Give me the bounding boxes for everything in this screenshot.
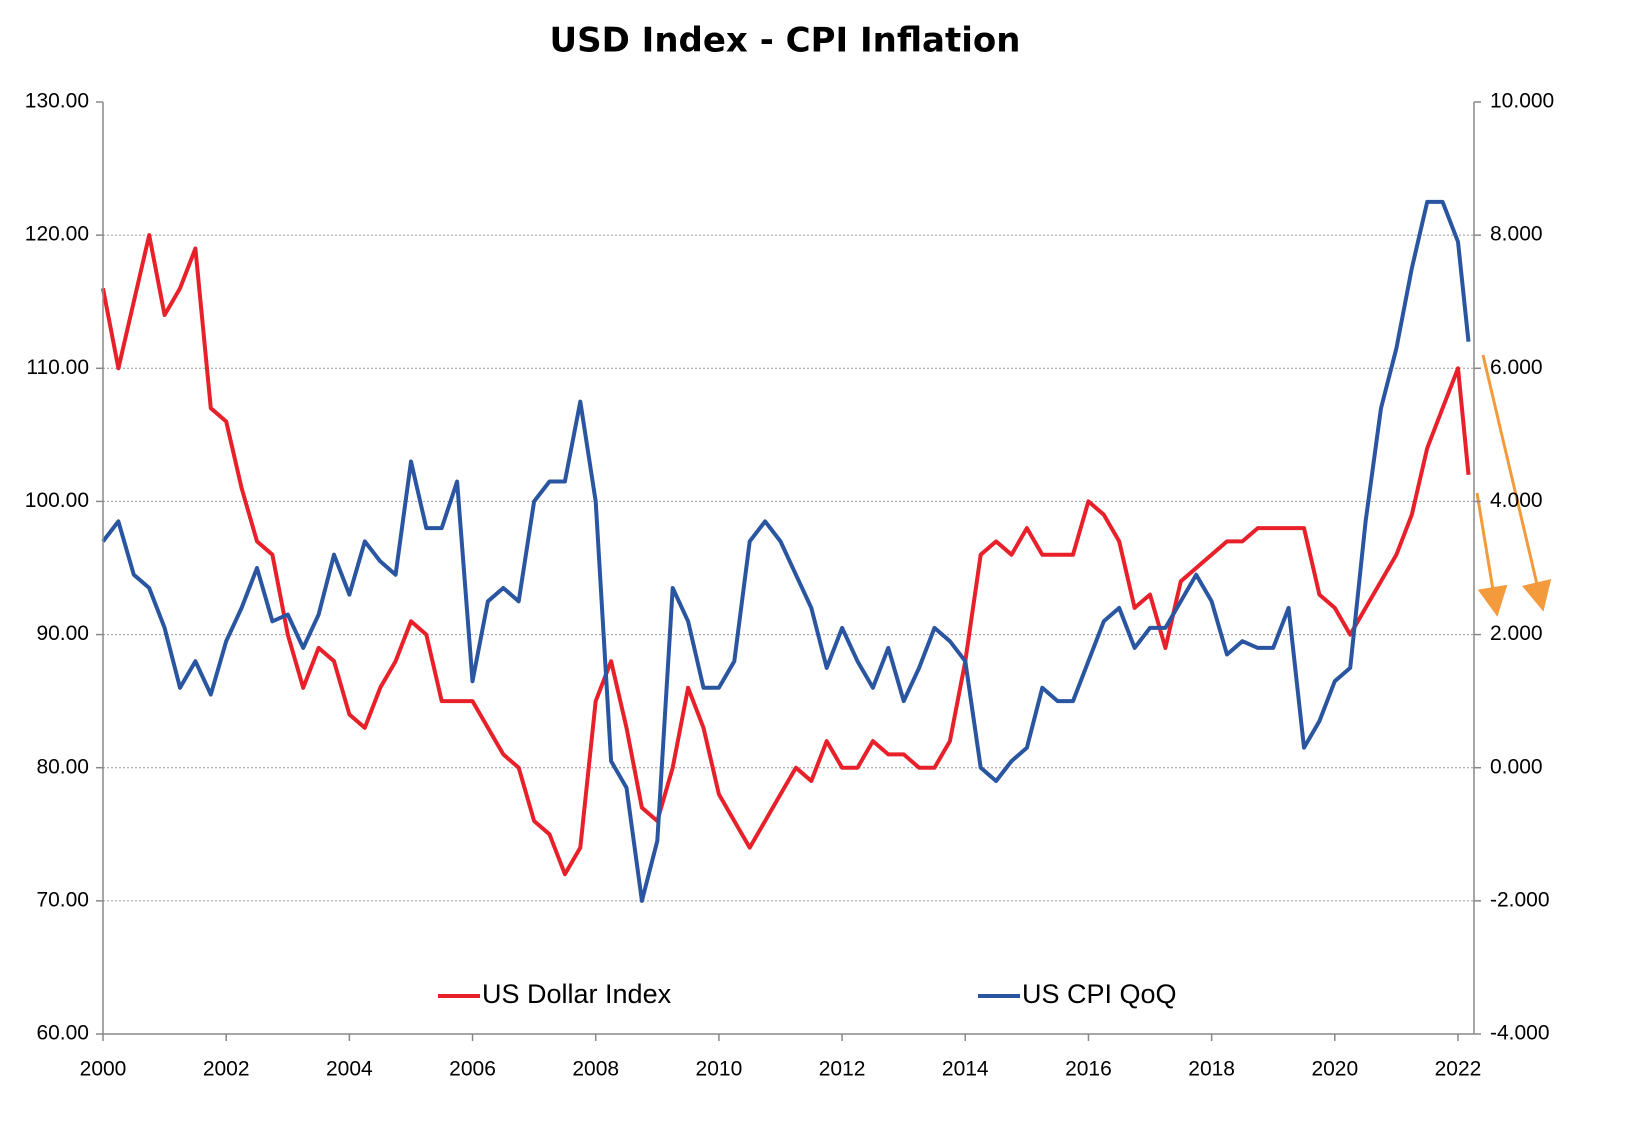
y-tick-label: 130.00: [25, 90, 89, 113]
y2-tick-label: -2.000: [1490, 888, 1550, 911]
y2-tick-label: -4.000: [1490, 1022, 1550, 1045]
legend-label: US CPI QoQ: [1022, 979, 1177, 1009]
y2-tick-label: 10.000: [1490, 90, 1554, 113]
legend-label: US Dollar Index: [482, 979, 672, 1009]
grid: [103, 234, 1474, 902]
x-tick-label: 2000: [80, 1058, 127, 1081]
y2-tick-label: 0.000: [1490, 755, 1543, 778]
y-tick-label: 70.00: [36, 888, 89, 911]
x-tick-label: 2008: [572, 1058, 619, 1081]
series-line: [101, 233, 1471, 877]
x-tick-label: 2012: [819, 1058, 866, 1081]
chart-title: USD Index - CPI Inflation: [550, 21, 1021, 61]
x-tick-label: 2022: [1435, 1058, 1482, 1081]
x-tick-label: 2014: [942, 1058, 989, 1081]
x-tick-label: 2006: [449, 1058, 496, 1081]
x-tick-label: 2004: [326, 1058, 373, 1081]
annotation-arrow: [1475, 492, 1508, 617]
y2-tick-label: 6.000: [1490, 356, 1543, 379]
y2-tick-label: 2.000: [1490, 622, 1543, 645]
x-tick-label: 2010: [696, 1058, 743, 1081]
y-tick-label: 90.00: [36, 622, 89, 645]
y-tick-label: 110.00: [26, 356, 89, 379]
y-tick-label: 60.00: [36, 1022, 89, 1045]
x-tick-label: 2002: [203, 1058, 250, 1081]
series-layer: [101, 199, 1471, 903]
series-line: [101, 199, 1471, 903]
y-tick-label: 80.00: [36, 755, 89, 778]
y2-tick-label: 4.000: [1490, 489, 1543, 512]
y2-tick-label: 8.000: [1490, 223, 1543, 246]
y-tick-label: 100.00: [25, 489, 89, 512]
x-tick-label: 2018: [1188, 1058, 1235, 1081]
x-tick-label: 2020: [1311, 1058, 1358, 1081]
y-tick-label: 120.00: [25, 223, 89, 246]
x-tick-label: 2016: [1065, 1058, 1112, 1081]
annotation-arrow: [1481, 354, 1552, 612]
